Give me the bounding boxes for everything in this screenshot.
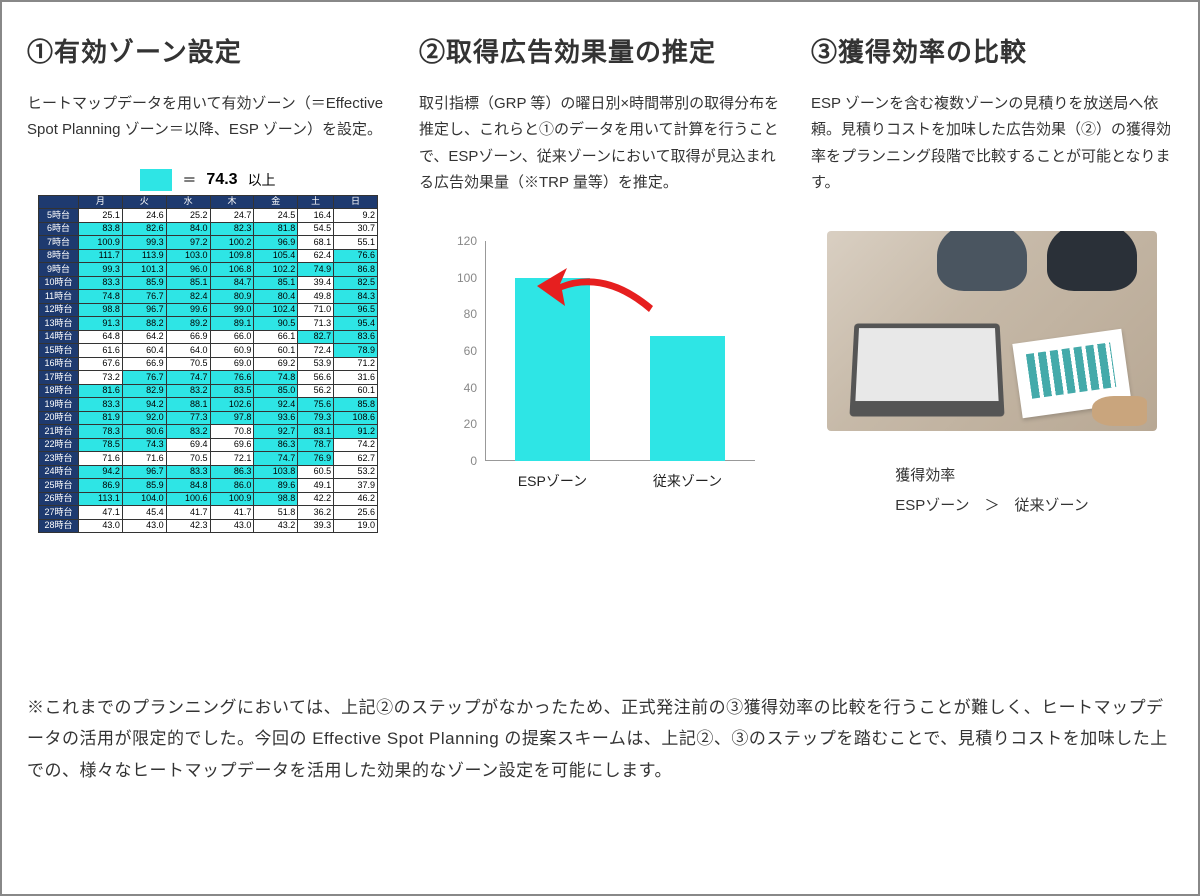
section-1-title: ①有効ゾーン設定 (27, 32, 389, 69)
legend-threshold: 74.3 (206, 171, 237, 189)
section-3-title: ③獲得効率の比較 (811, 32, 1173, 69)
y-tick: 100 (445, 271, 477, 285)
decrease-arrow-icon (535, 256, 655, 326)
x-label: 従来ゾーン (628, 471, 748, 491)
y-tick: 80 (445, 307, 477, 321)
bar (650, 336, 725, 461)
photo-person-1 (937, 231, 1027, 291)
y-tick: 120 (445, 234, 477, 248)
section-3-desc: ESP ゾーンを含む複数ゾーンの見積りを放送局へ依頼。見積りコストを加味した広告… (811, 91, 1173, 196)
heatmap-legend: ＝ 74.3 以上 (140, 169, 275, 191)
legend-eq: ＝ (182, 170, 196, 190)
efficiency-inequality: ESPゾーン ＞ 従来ゾーン (895, 491, 1089, 521)
heatmap-container: ＝ 74.3 以上 月火水木金土日5時台25.124.625.224.724.5… (27, 169, 389, 534)
section-3: ③獲得効率の比較 ESP ゾーンを含む複数ゾーンの見積りを放送局へ依頼。見積りコ… (811, 32, 1173, 672)
heatmap-table: 月火水木金土日5時台25.124.625.224.724.516.49.26時台… (38, 195, 378, 534)
section-2: ②取得広告効果量の推定 取引指標（GRP 等）の曜日別×時間帯別の取得分布を推定… (419, 32, 781, 672)
y-tick: 20 (445, 417, 477, 431)
section-1: ①有効ゾーン設定 ヒートマップデータを用いて有効ゾーン（＝Effective S… (27, 32, 389, 672)
legend-swatch (140, 169, 172, 191)
footnote: ※これまでのプランニングにおいては、上記②のステップがなかったため、正式発注前の… (27, 692, 1173, 786)
legend-suffix: 以上 (248, 170, 276, 190)
y-tick: 40 (445, 381, 477, 395)
bar-chart: 020406080100120 ESPゾーン従来ゾーン (445, 241, 755, 491)
section-2-title: ②取得広告効果量の推定 (419, 32, 781, 69)
efficiency-label: 獲得効率 (895, 461, 1089, 491)
section-1-desc: ヒートマップデータを用いて有効ゾーン（＝Effective Spot Plann… (27, 91, 389, 144)
x-label: ESPゾーン (493, 471, 613, 491)
meeting-photo (827, 231, 1157, 431)
photo-person-2 (1047, 231, 1137, 291)
photo-laptop (849, 324, 1004, 417)
section-2-desc: 取引指標（GRP 等）の曜日別×時間帯別の取得分布を推定し、これらと①のデータを… (419, 91, 781, 196)
efficiency-comparison: 獲得効率 ESPゾーン ＞ 従来ゾーン (895, 461, 1089, 521)
photo-hand (1092, 396, 1147, 426)
y-tick: 0 (445, 454, 477, 468)
y-tick: 60 (445, 344, 477, 358)
three-column-layout: ①有効ゾーン設定 ヒートマップデータを用いて有効ゾーン（＝Effective S… (27, 32, 1173, 672)
